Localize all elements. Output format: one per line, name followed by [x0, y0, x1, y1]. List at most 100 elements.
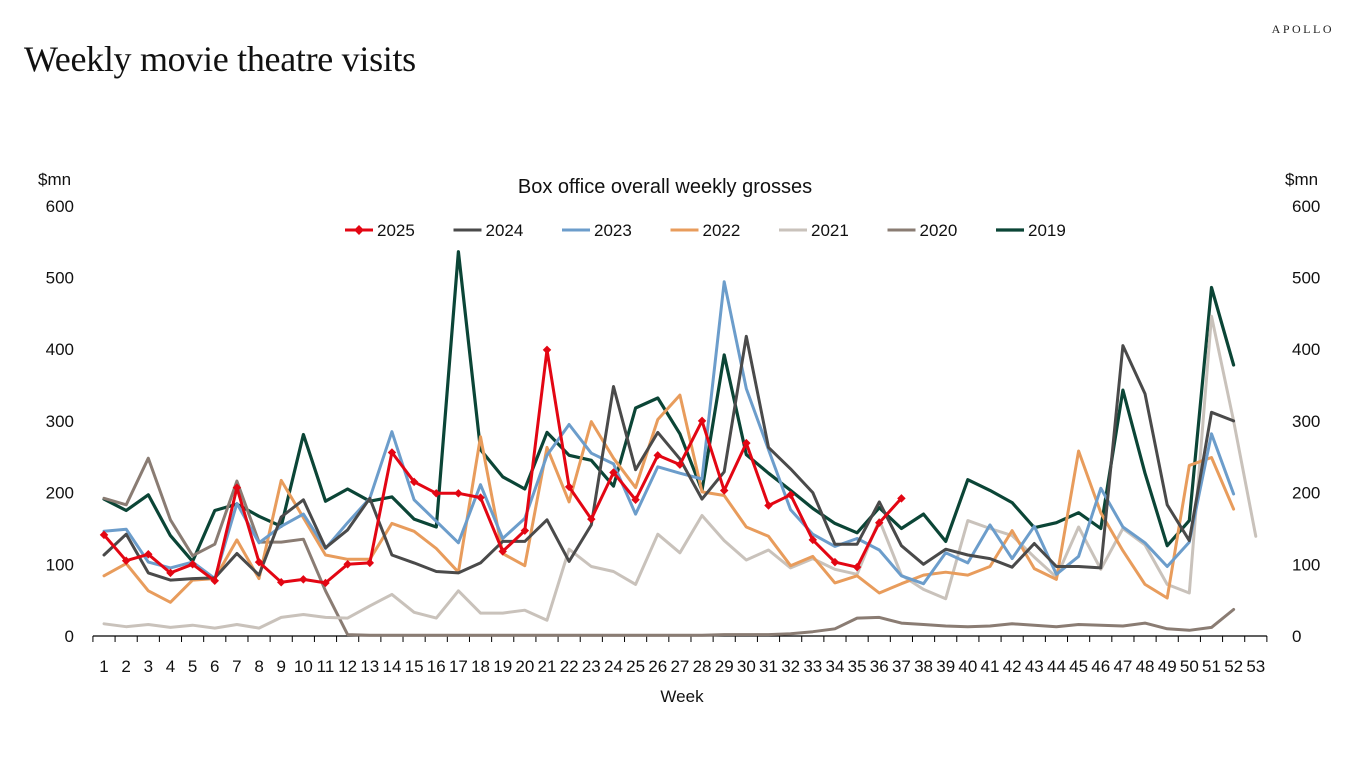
brand-logo: APOLLO	[1271, 22, 1334, 36]
series-point-2025	[232, 483, 242, 492]
y-axis-unit-right: $mn	[1285, 170, 1318, 189]
series-2025	[99, 345, 906, 588]
legend-label: 2025	[377, 221, 415, 240]
x-tick-label: 8	[254, 657, 263, 676]
x-tick-label: 45	[1069, 657, 1088, 676]
series-point-2025	[321, 578, 330, 588]
x-tick-label: 5	[188, 657, 197, 676]
x-tick-label: 1	[99, 657, 108, 676]
x-tick-label: 38	[914, 657, 933, 676]
series-point-2025	[254, 557, 264, 567]
series-point-2025	[808, 535, 818, 545]
series-point-2025	[609, 468, 618, 477]
series-point-2025	[299, 575, 308, 584]
x-tick-label: 17	[449, 657, 468, 676]
x-tick-label: 49	[1158, 657, 1177, 676]
series-point-2025	[631, 495, 640, 505]
series-point-2025	[409, 477, 419, 487]
legend-item-2024: 2024	[453, 221, 524, 240]
series-point-2025	[852, 562, 862, 572]
x-tick-label: 9	[276, 657, 285, 676]
y-tick-label-right: 600	[1292, 197, 1320, 216]
series-2021	[102, 314, 1258, 630]
x-axis: 1 2 3 4 5 6 7 8 9 10 11 12 13 14 15 16 17 18 19 20 21 22 23 24 2…	[92, 635, 1268, 676]
x-tick-label: 34	[825, 657, 844, 676]
series-point-2025	[742, 438, 751, 448]
series-point-2025	[653, 451, 662, 460]
series-point-2025	[387, 448, 397, 457]
x-tick-label: 24	[604, 657, 623, 676]
chart-title: Box office overall weekly grosses	[518, 176, 812, 198]
legend-label: 2022	[703, 221, 741, 240]
series-point-2025	[542, 345, 552, 355]
series-2019	[102, 250, 1236, 564]
series-point-2025	[564, 482, 574, 492]
series-line-2020	[102, 456, 1236, 637]
series-point-2025	[719, 486, 729, 495]
x-tick-label: 37	[892, 657, 911, 676]
y-tick-label-left: 600	[46, 197, 74, 216]
series-point-2025	[786, 490, 795, 499]
legend-item-2022: 2022	[670, 221, 741, 240]
y-tick-label-left: 0	[65, 627, 74, 646]
page-title: Weekly movie theatre visits	[24, 39, 416, 79]
x-tick-label: 6	[210, 657, 219, 676]
x-tick-label: 4	[166, 657, 175, 676]
series-line-2023	[102, 280, 1236, 586]
x-tick-label: 30	[737, 657, 756, 676]
x-tick-label: 14	[382, 657, 401, 676]
x-tick-label: 25	[626, 657, 645, 676]
series-point-2025	[454, 489, 463, 498]
x-tick-label: 7	[232, 657, 241, 676]
series-point-2025	[697, 416, 707, 426]
x-tick-label: 41	[981, 657, 1000, 676]
x-tick-label: 32	[781, 657, 800, 676]
series-point-2025	[875, 518, 884, 527]
x-tick-label: 20	[515, 657, 534, 676]
x-tick-label: 15	[405, 657, 424, 676]
y-axis-right: 0 100 200 300 400 500 600	[1292, 197, 1320, 646]
series-point-2025	[675, 460, 685, 469]
x-tick-label: 12	[338, 657, 357, 676]
y-tick-label-right: 400	[1292, 340, 1320, 359]
x-tick-label: 43	[1025, 657, 1044, 676]
y-axis-unit-left: $mn	[38, 170, 71, 189]
series-2022	[102, 393, 1236, 604]
x-tick-label: 51	[1202, 657, 1221, 676]
series-point-2025	[587, 514, 596, 524]
y-tick-label-right: 100	[1292, 555, 1320, 574]
x-tick-label: 22	[560, 657, 579, 676]
y-tick-label-right: 0	[1292, 627, 1301, 646]
series-2024	[102, 334, 1236, 582]
legend-item-2019: 2019	[996, 221, 1066, 240]
x-tick-label: 27	[670, 657, 689, 676]
x-axis-title: Week	[660, 687, 704, 706]
y-tick-label-left: 200	[46, 484, 74, 503]
series-point-2025	[830, 557, 840, 567]
legend-label: 2024	[486, 221, 524, 240]
y-tick-label-right: 500	[1292, 269, 1320, 288]
x-tick-label: 10	[294, 657, 313, 676]
legend-marker	[354, 225, 364, 235]
series-point-2025	[365, 558, 375, 568]
legend: 2025 2024 2023 2022 2021 2020 2019	[345, 221, 1066, 240]
x-tick-label: 46	[1091, 657, 1110, 676]
series-point-2025	[276, 577, 286, 587]
y-tick-label-left: 300	[46, 412, 74, 431]
legend-item-2025: 2025	[345, 221, 415, 240]
series-2023	[102, 280, 1236, 586]
x-tick-label: 52	[1224, 657, 1243, 676]
legend-label: 2021	[811, 221, 849, 240]
x-tick-label: 42	[1003, 657, 1022, 676]
x-tick-label: 33	[803, 657, 822, 676]
legend-item-2023: 2023	[562, 221, 632, 240]
x-tick-label: 36	[870, 657, 889, 676]
x-tick-label: 19	[493, 657, 512, 676]
x-tick-label: 31	[759, 657, 778, 676]
y-tick-label-left: 500	[46, 269, 74, 288]
legend-label: 2023	[594, 221, 632, 240]
x-tick-label: 21	[538, 657, 557, 676]
x-tick-label: 35	[848, 657, 867, 676]
x-tick-label: 50	[1180, 657, 1199, 676]
x-tick-label: 47	[1113, 657, 1132, 676]
